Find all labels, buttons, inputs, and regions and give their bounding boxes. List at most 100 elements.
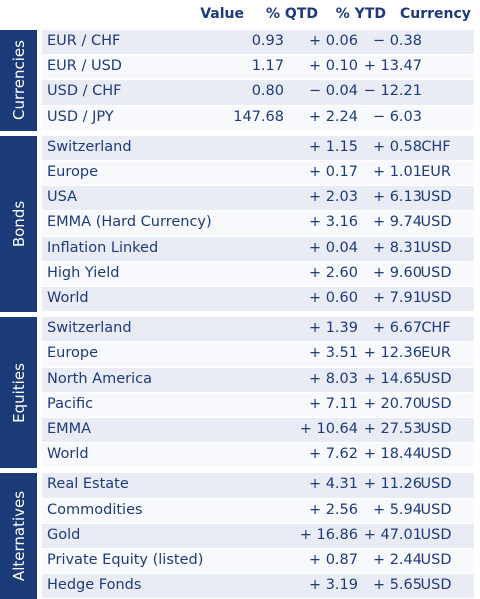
row-name: Hedge Fonds (47, 577, 142, 594)
row-qtd: + 0.60 (308, 289, 358, 306)
section-alternatives: Alternatives Real Estate + 4.31 + 11.26 USD C… (0, 473, 474, 599)
row-name: EMMA (47, 420, 92, 437)
row-qtd: + 2.03 (308, 189, 358, 206)
header-value: Value (200, 6, 244, 22)
table-row: High Yield + 2.60 + 9.60 USD (42, 261, 474, 286)
row-qtd: + 0.10 (308, 58, 358, 75)
row-name: Commodities (47, 501, 143, 518)
row-ytd: + 7.91 (372, 289, 422, 306)
section-side-bar: Bonds (0, 135, 37, 313)
table-row: Inflation Linked + 0.04 + 8.31 USD (42, 236, 474, 261)
row-name: Gold (47, 526, 81, 543)
row-ytd: + 6.67 (372, 320, 422, 337)
table-row: EUR / CHF 0.93 + 0.06 − 0.38 (42, 30, 474, 55)
row-qtd: + 2.56 (308, 501, 358, 518)
table-row: Hedge Fonds + 3.19 + 5.65 USD (42, 574, 474, 599)
row-qtd: + 0.06 (308, 33, 358, 49)
section-label: Alternatives (9, 491, 28, 582)
row-ytd: + 8.31 (372, 239, 422, 256)
row-value: 147.68 (233, 108, 284, 125)
row-qtd: + 2.60 (308, 264, 358, 281)
row-currency: USD (420, 551, 452, 568)
row-name: Europe (47, 163, 98, 180)
row-name: EMMA (Hard Currency) (47, 214, 212, 231)
header-currency: Currency (400, 6, 471, 22)
row-currency: USD (420, 526, 452, 543)
row-ytd: + 5.94 (372, 501, 422, 518)
table-row: EUR / USD 1.17 + 0.10 + 13.47 (42, 55, 474, 80)
row-name: USA (47, 189, 78, 206)
header-ytd: % YTD (335, 6, 386, 22)
section-label: Equities (9, 362, 28, 423)
row-name: High Yield (47, 264, 120, 281)
row-name: Switzerland (47, 320, 132, 337)
row-name: Private Equity (listed) (47, 551, 204, 568)
row-ytd: + 14.65 (363, 370, 422, 387)
row-qtd: + 0.04 (308, 239, 358, 256)
row-name: World (47, 289, 89, 306)
row-ytd: + 13.47 (363, 58, 422, 75)
table-row: Switzerland + 1.39 + 6.67 CHF (42, 317, 474, 342)
row-qtd: + 10.64 (299, 420, 358, 437)
row-ytd: + 27.53 (363, 420, 422, 437)
table-row: Real Estate + 4.31 + 11.26 USD (42, 473, 474, 498)
row-name: USD / JPY (47, 108, 114, 125)
row-ytd: + 47.01 (363, 526, 422, 543)
row-ytd: + 20.70 (363, 395, 422, 412)
row-name: Pacific (47, 395, 94, 412)
row-ytd: + 6.13 (372, 189, 422, 206)
row-ytd: + 9.60 (372, 264, 422, 281)
row-name: USD / CHF (47, 83, 122, 100)
table-row: Private Equity (listed) + 0.87 + 2.44 USD (42, 548, 474, 574)
row-qtd: + 3.51 (308, 345, 358, 362)
table-row: Europe + 0.17 + 1.01 EUR (42, 160, 474, 186)
row-currency: CHF (421, 138, 451, 155)
row-currency: USD (420, 289, 452, 306)
row-qtd: + 8.03 (308, 370, 358, 387)
table-row: World + 0.60 + 7.91 USD (42, 286, 474, 312)
row-name: Real Estate (47, 476, 129, 493)
table-row: World + 7.62 + 18.44 USD (42, 443, 474, 468)
row-currency: USD (420, 446, 452, 463)
row-ytd: + 0.58 (372, 138, 422, 155)
row-name: Inflation Linked (47, 239, 159, 256)
table-row: USD / JPY 147.68 + 2.24 − 6.03 (42, 105, 474, 130)
section-label: Currencies (9, 40, 28, 121)
row-currency: USD (420, 214, 452, 231)
row-value: 0.80 (251, 83, 284, 100)
header-qtd: % QTD (266, 6, 318, 22)
row-ytd: + 9.74 (372, 214, 422, 231)
row-ytd: − 12.21 (363, 83, 422, 100)
row-currency: USD (420, 577, 452, 594)
row-ytd: + 2.44 (372, 551, 422, 568)
row-currency: USD (420, 189, 452, 206)
row-qtd: + 0.87 (308, 551, 358, 568)
row-qtd: + 16.86 (299, 526, 358, 543)
row-currency: USD (420, 501, 452, 518)
row-name: EUR / USD (47, 58, 122, 75)
row-currency: USD (420, 370, 452, 387)
row-qtd: + 7.62 (308, 446, 358, 463)
section-bonds: Bonds Switzerland + 1.15 + 0.58 CHF Europe + 0… (0, 135, 474, 313)
row-name: North America (47, 370, 152, 387)
row-currency: USD (420, 420, 452, 437)
section-side-bar: Currencies (0, 30, 37, 131)
table-row: USD / CHF 0.80 − 0.04 − 12.21 (42, 80, 474, 105)
row-name: Switzerland (47, 138, 132, 155)
row-ytd: + 12.36 (363, 345, 422, 362)
row-ytd: + 18.44 (363, 446, 422, 463)
row-currency: CHF (421, 320, 451, 337)
section-side-bar: Alternatives (0, 473, 37, 599)
row-currency: USD (420, 264, 452, 281)
section-equities: Equities Switzerland + 1.39 + 6.67 CHF Europe… (0, 317, 474, 469)
table-row: Switzerland + 1.15 + 0.58 CHF (42, 135, 474, 160)
row-name: World (47, 446, 89, 463)
row-ytd: − 0.38 (372, 33, 422, 49)
row-currency: USD (420, 239, 452, 256)
row-qtd: + 2.24 (308, 108, 358, 125)
row-value: 0.93 (251, 33, 284, 49)
row-ytd: + 1.01 (372, 163, 422, 180)
row-qtd: + 3.19 (308, 577, 358, 594)
row-value: 1.17 (251, 58, 284, 75)
row-qtd: + 1.39 (308, 320, 358, 337)
